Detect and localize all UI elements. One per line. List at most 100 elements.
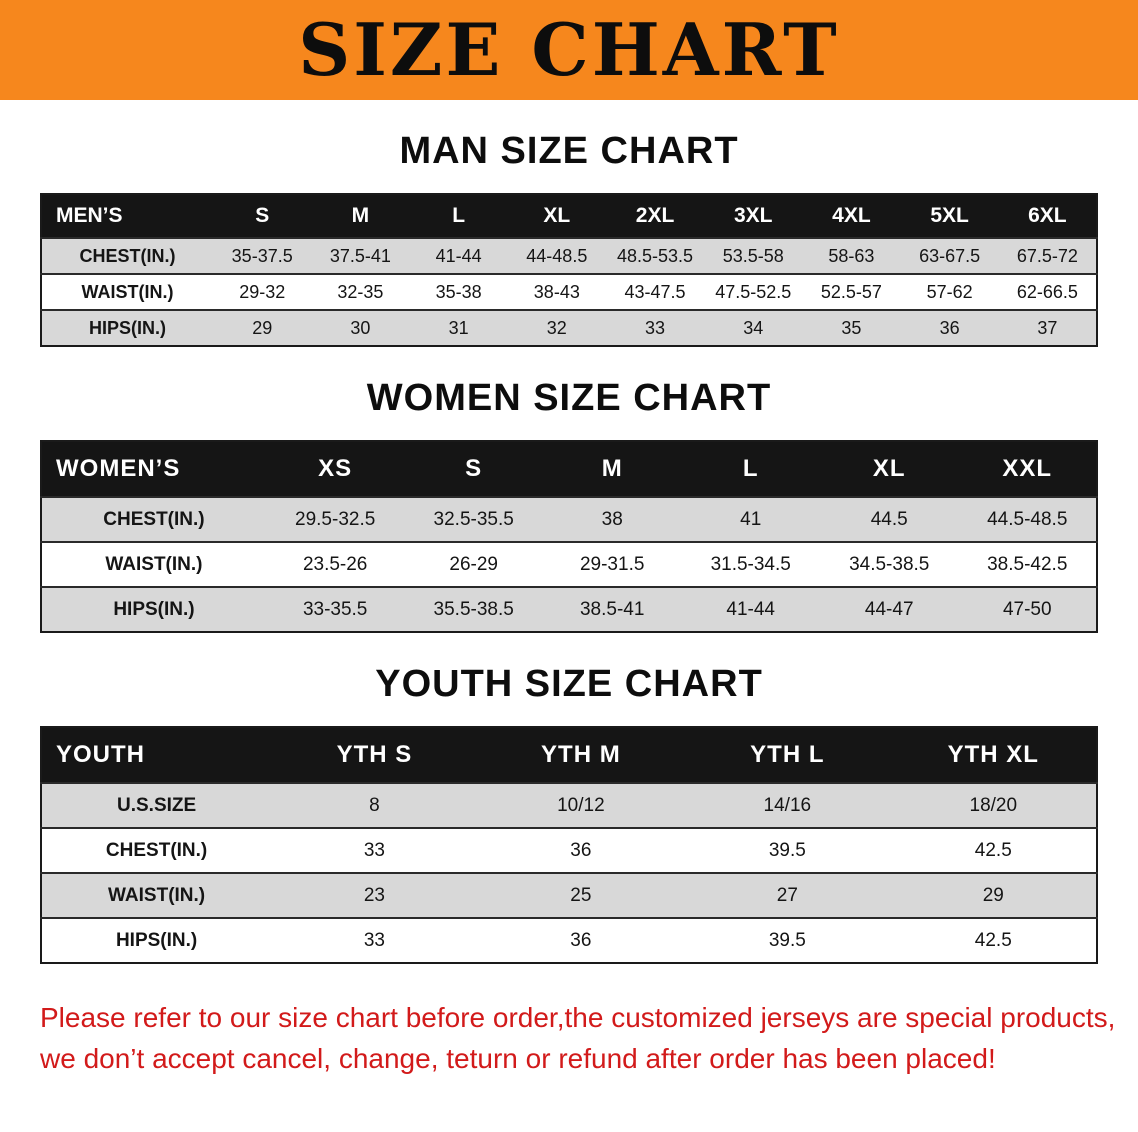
size-value: 35-38 bbox=[435, 281, 482, 302]
size-value: 32.5-35.5 bbox=[433, 508, 514, 530]
size-value: 33 bbox=[363, 929, 385, 951]
size-value: 23.5-26 bbox=[302, 553, 368, 575]
size-value: 27 bbox=[776, 884, 798, 906]
section-women: WOMEN SIZE CHART WOMEN’S XS S M L XL XXL CHEST(… bbox=[0, 377, 1138, 633]
size-value: 43-47.5 bbox=[624, 281, 686, 302]
row-label: WAIST(IN.) bbox=[105, 553, 203, 575]
section-heading-youth: YOUTH SIZE CHART bbox=[375, 663, 763, 705]
size-value: 26-29 bbox=[449, 553, 498, 575]
size-value: 29-32 bbox=[239, 281, 286, 302]
size-column-header: XL bbox=[872, 455, 906, 482]
men-size-table: MEN’S S M L XL 2XL 3XL 4XL 5XL 6XL CHEST(IN.) 35-37… bbox=[40, 193, 1098, 347]
size-value: 44-47 bbox=[864, 598, 914, 620]
size-value: 48.5-53.5 bbox=[616, 245, 694, 266]
table-row: WAIST(IN.) 23 25 27 29 bbox=[41, 873, 1097, 918]
size-column-header: YTH S bbox=[336, 741, 413, 768]
size-column-header: 6XL bbox=[1028, 204, 1067, 227]
size-value: 57-62 bbox=[926, 281, 973, 302]
size-column-header: 5XL bbox=[930, 204, 969, 227]
size-value: 42.5 bbox=[974, 839, 1012, 861]
size-value: 41 bbox=[740, 508, 762, 530]
size-value: 34 bbox=[743, 317, 764, 338]
size-value: 37 bbox=[1037, 317, 1058, 338]
row-label: HIPS(IN.) bbox=[115, 929, 198, 951]
size-value: 23 bbox=[363, 884, 385, 906]
size-value: 36 bbox=[570, 929, 592, 951]
table-row: HIPS(IN.) 29 30 31 32 33 34 35 36 37 bbox=[41, 310, 1097, 346]
disclaimer: Please refer to our size chart before or… bbox=[40, 998, 1118, 1079]
size-column-header: YTH M bbox=[541, 741, 621, 768]
size-value: 30 bbox=[350, 317, 371, 338]
size-column-header: XS bbox=[318, 455, 353, 482]
size-column-header: S bbox=[255, 204, 270, 227]
size-column-header: XXL bbox=[1002, 455, 1053, 482]
disclaimer-line-2: we don’t accept cancel, change, teturn o… bbox=[40, 1042, 996, 1074]
size-value: 36 bbox=[939, 317, 960, 338]
size-value: 29 bbox=[982, 884, 1004, 906]
size-value: 38.5-41 bbox=[579, 598, 645, 620]
size-value: 32-35 bbox=[337, 281, 384, 302]
size-value: 62-66.5 bbox=[1016, 281, 1078, 302]
size-value: 67.5-72 bbox=[1016, 245, 1078, 266]
size-column-header: M bbox=[601, 455, 623, 482]
table-row: WAIST(IN.) 23.5-26 26-29 29-31.5 31.5-34.5 34… bbox=[41, 542, 1097, 587]
size-value: 42.5 bbox=[974, 929, 1012, 951]
size-column-header: YTH L bbox=[750, 741, 825, 768]
table-row: HIPS(IN.) 33-35.5 35.5-38.5 38.5-41 41-44 44-… bbox=[41, 587, 1097, 632]
section-men: MAN SIZE CHART MEN’S S M L XL 2XL 3XL 4XL 5XL 6XL… bbox=[0, 130, 1138, 347]
size-value: 34.5-38.5 bbox=[849, 553, 930, 575]
disclaimer-line-1: Please refer to our size chart before or… bbox=[40, 1002, 1116, 1033]
size-value: 18/20 bbox=[969, 794, 1018, 816]
size-value: 44.5-48.5 bbox=[987, 508, 1068, 530]
section-heading-man: MAN SIZE CHART bbox=[399, 130, 739, 172]
size-value: 36 bbox=[570, 839, 592, 861]
section-heading-women: WOMEN SIZE CHART bbox=[366, 377, 772, 419]
size-value: 33-35.5 bbox=[302, 598, 368, 620]
size-column-header: XL bbox=[543, 204, 571, 227]
size-value: 33 bbox=[363, 839, 385, 861]
size-value: 35.5-38.5 bbox=[433, 598, 514, 620]
size-value: 37.5-41 bbox=[329, 245, 391, 266]
size-value: 63-67.5 bbox=[919, 245, 981, 266]
size-value: 39.5 bbox=[768, 929, 806, 951]
row-label: HIPS(IN.) bbox=[113, 598, 195, 620]
table-row: CHEST(IN.) 29.5-32.5 32.5-35.5 38 41 44.5 44.5… bbox=[41, 497, 1097, 542]
table-row: U.S.SIZE 8 10/12 14/16 18/20 bbox=[41, 783, 1097, 828]
table-corner-label: WOMEN’S bbox=[56, 455, 181, 482]
size-value: 44-48.5 bbox=[526, 245, 588, 266]
size-value: 10/12 bbox=[557, 794, 605, 816]
table-header-row: WOMEN’S XS S M L XL XXL bbox=[41, 441, 1097, 497]
size-value: 58-63 bbox=[828, 245, 875, 266]
size-column-header: 4XL bbox=[832, 204, 871, 227]
women-size-table: WOMEN’S XS S M L XL XXL CHEST(IN.) 29.5-32.5 32.5… bbox=[40, 440, 1098, 633]
banner: SIZE CHART bbox=[0, 0, 1138, 100]
size-value: 38 bbox=[601, 508, 623, 530]
row-label: CHEST(IN.) bbox=[105, 839, 208, 861]
size-value: 32 bbox=[546, 317, 567, 338]
size-value: 8 bbox=[369, 794, 380, 816]
size-value: 38-43 bbox=[533, 281, 580, 302]
size-value: 47-50 bbox=[1002, 598, 1052, 620]
table-row: CHEST(IN.) 33 36 39.5 42.5 bbox=[41, 828, 1097, 873]
size-value: 41-44 bbox=[435, 245, 482, 266]
size-column-header: 2XL bbox=[635, 204, 675, 227]
table-header-row: MEN’S S M L XL 2XL 3XL 4XL 5XL 6XL bbox=[41, 194, 1097, 238]
size-value: 41-44 bbox=[726, 598, 776, 620]
table-corner-label: MEN’S bbox=[56, 204, 123, 227]
size-value: 29 bbox=[252, 317, 273, 338]
size-column-header: S bbox=[465, 455, 483, 482]
size-column-header: YTH XL bbox=[947, 741, 1039, 768]
row-label: HIPS(IN.) bbox=[89, 317, 167, 338]
size-value: 52.5-57 bbox=[820, 281, 882, 302]
size-column-header: L bbox=[742, 455, 759, 482]
size-value: 47.5-52.5 bbox=[715, 281, 792, 302]
row-label: CHEST(IN.) bbox=[103, 508, 205, 530]
size-value: 33 bbox=[645, 317, 666, 338]
size-value: 29-31.5 bbox=[579, 553, 645, 575]
size-value: 25 bbox=[570, 884, 592, 906]
table-row: WAIST(IN.) 29-32 32-35 35-38 38-43 43-47.5 47.… bbox=[41, 274, 1097, 310]
size-column-header: L bbox=[452, 204, 466, 227]
page-title: SIZE CHART bbox=[298, 7, 840, 92]
size-value: 31.5-34.5 bbox=[710, 553, 791, 575]
